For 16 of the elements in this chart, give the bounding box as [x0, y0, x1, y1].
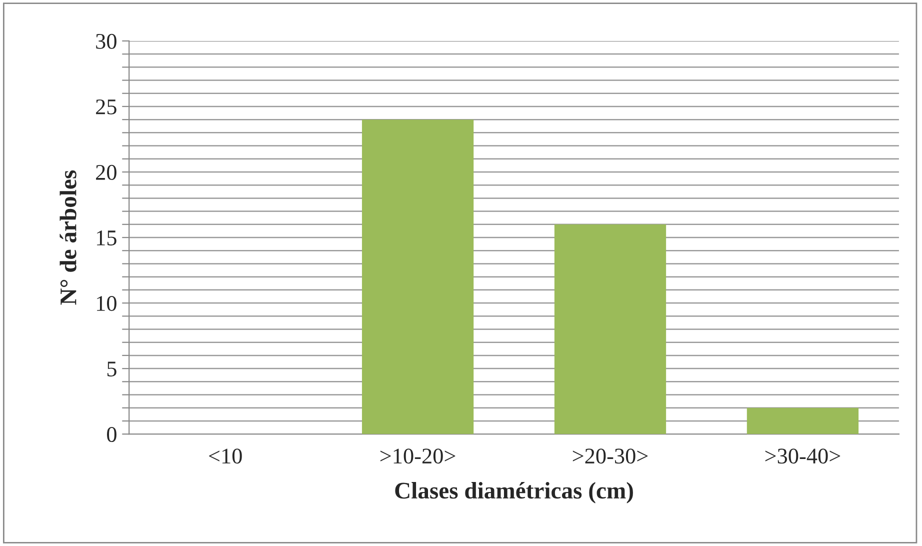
- y-tick-label: 0: [107, 427, 116, 442]
- bar: [746, 408, 859, 434]
- y-tick-label: 10: [97, 296, 116, 311]
- x-tick-label: >20-30>: [572, 448, 648, 464]
- y-tick-label: 15: [97, 230, 116, 246]
- y-tick-label: 20: [96, 164, 116, 180]
- y-tick-label: 30: [96, 34, 116, 49]
- x-axis-title: Clases diamétricas (cm): [395, 482, 633, 504]
- x-tick-label: >10-20>: [380, 448, 456, 464]
- y-tick-label: 25: [96, 99, 116, 114]
- y-tick-label: 5: [107, 362, 116, 376]
- x-tick-label: <10: [209, 448, 242, 464]
- y-axis-title: N° de árboles: [60, 170, 76, 305]
- bar: [554, 224, 666, 434]
- bar: [362, 120, 474, 434]
- x-tick-label: >30-40>: [765, 448, 840, 464]
